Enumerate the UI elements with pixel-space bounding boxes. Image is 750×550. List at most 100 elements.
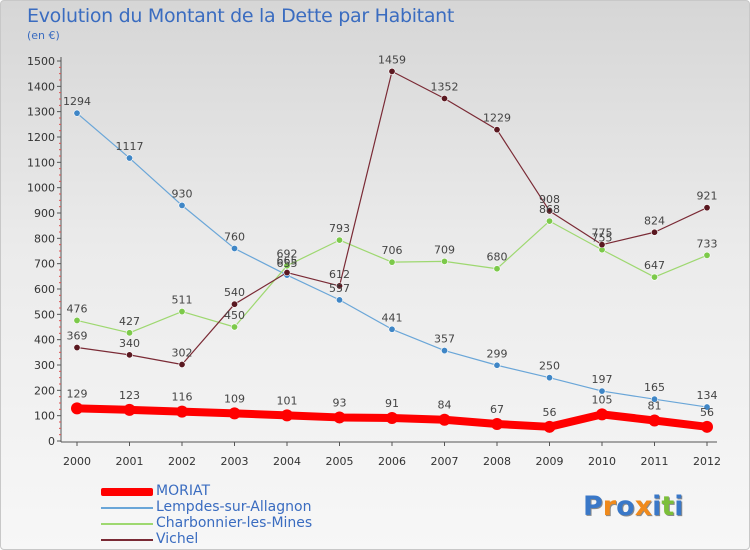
data-point-lempdes: [440, 347, 448, 355]
y-tick-label: 1400: [27, 80, 55, 93]
data-label-moriat: 93: [333, 396, 347, 409]
chart-legend: MORIAT Lempdes-sur-Allagnon Charbonnier-…: [101, 483, 401, 548]
data-point-moriat: [648, 414, 661, 427]
y-tick-label: 600: [34, 283, 55, 296]
data-point-moriat: [176, 405, 188, 418]
data-label-vichel: 612: [329, 268, 350, 281]
y-tick-label: 400: [34, 334, 55, 347]
data-label-vichel: 1229: [483, 112, 511, 125]
data-label-moriat: 101: [277, 394, 298, 407]
legend-swatch-vichel: [101, 539, 153, 541]
data-label-moriat: 56: [543, 406, 557, 419]
data-label-lempdes: 1294: [63, 95, 91, 108]
proxiti-logo: Proxiti: [583, 491, 684, 522]
data-label-moriat: 123: [119, 389, 140, 402]
logo-letter: i: [652, 491, 662, 522]
data-point-moriat: [438, 413, 451, 426]
y-tick-label: 1500: [27, 55, 55, 68]
data-point-lempdes: [178, 201, 186, 209]
data-point-moriat: [543, 420, 556, 433]
data-point-moriat: [491, 418, 503, 431]
chart-unit: (en €): [27, 29, 60, 42]
data-label-moriat: 91: [385, 397, 399, 410]
legend-item-lempdes: Lempdes-sur-Allagnon: [101, 499, 401, 516]
data-point-charbonnier: [703, 251, 711, 259]
data-label-moriat: 56: [700, 406, 714, 419]
data-label-moriat: 67: [490, 403, 504, 416]
data-label-lempdes: 357: [434, 333, 455, 346]
legend-item-vichel: Vichel: [101, 531, 401, 548]
data-point-lempdes: [545, 374, 553, 382]
data-point-charbonnier: [126, 329, 134, 337]
legend-swatch-lempdes: [101, 507, 153, 509]
logo-letter: t: [661, 491, 675, 522]
legend-label-moriat: MORIAT: [156, 483, 210, 499]
data-label-vichel: 824: [644, 214, 665, 227]
legend-item-moriat: MORIAT: [101, 483, 401, 500]
data-point-charbonnier: [388, 258, 396, 266]
data-label-moriat: 105: [592, 393, 613, 406]
x-tick-label: 2005: [326, 455, 354, 468]
data-label-moriat: 109: [224, 392, 245, 405]
data-label-charbonnier: 793: [329, 222, 350, 235]
x-tick-label: 2007: [431, 455, 459, 468]
data-label-vichel: 775: [592, 227, 613, 240]
data-point-lempdes: [598, 387, 606, 395]
legend-label-vichel: Vichel: [156, 531, 199, 547]
x-tick-label: 2002: [168, 455, 196, 468]
x-tick-label: 2010: [588, 455, 616, 468]
data-point-lempdes: [335, 296, 343, 304]
data-point-vichel: [703, 204, 711, 212]
data-point-moriat: [281, 409, 293, 422]
data-label-charbonnier: 709: [434, 243, 455, 256]
logo-letter: r: [602, 491, 617, 522]
data-point-vichel: [73, 344, 81, 352]
data-label-lempdes: 250: [539, 360, 560, 373]
data-label-charbonnier: 755: [592, 232, 613, 245]
chart-title: Evolution du Montant de la Dette par Hab…: [27, 5, 455, 27]
data-label-moriat: 84: [438, 399, 452, 412]
data-point-lempdes: [73, 109, 81, 117]
data-label-vichel: 302: [172, 346, 193, 359]
y-tick-label: 800: [34, 232, 55, 245]
data-label-lempdes: 134: [697, 389, 718, 402]
data-point-lempdes: [493, 361, 501, 369]
chart-axes: 0 100 200 300 400 500 600 700 800 900 1000 1100 1200…: [27, 55, 721, 468]
data-label-charbonnier: 427: [119, 315, 140, 328]
legend-swatch-moriat: [101, 488, 153, 496]
data-label-vichel: 340: [119, 337, 140, 350]
data-label-moriat: 129: [67, 387, 88, 400]
data-label-vichel: 908: [539, 193, 560, 206]
data-label-lempdes: 760: [224, 230, 245, 243]
data-point-charbonnier: [545, 217, 553, 225]
data-point-lempdes: [126, 154, 134, 162]
data-point-vichel: [335, 282, 343, 290]
data-point-vichel: [283, 269, 291, 277]
x-tick-label: 2006: [378, 455, 406, 468]
data-point-charbonnier: [178, 308, 186, 316]
data-point-lempdes: [703, 403, 711, 411]
data-point-vichel: [650, 228, 658, 236]
data-label-charbonnier: 476: [67, 302, 88, 315]
data-label-charbonnier: 706: [382, 244, 403, 257]
data-label-vichel: 1352: [431, 80, 459, 93]
data-label-charbonnier: 680: [487, 251, 508, 264]
data-point-lempdes: [231, 244, 239, 252]
x-tick-label: 2011: [641, 455, 669, 468]
legend-label-lempdes: Lempdes-sur-Allagnon: [156, 499, 312, 515]
data-label-charbonnier: 733: [697, 237, 718, 250]
logo-letter: o: [616, 491, 635, 522]
logo-letter: P: [583, 491, 603, 522]
data-label-moriat: 116: [172, 391, 193, 404]
x-tick-label: 2004: [273, 455, 301, 468]
data-label-vichel: 540: [224, 286, 245, 299]
data-point-charbonnier: [493, 265, 501, 273]
y-tick-label: 300: [34, 359, 55, 372]
data-point-vichel: [126, 351, 134, 359]
data-label-charbonnier: 692: [277, 248, 298, 261]
data-label-vichel: 1459: [378, 53, 406, 66]
y-tick-label: 500: [34, 308, 55, 321]
data-point-vichel: [545, 207, 553, 215]
